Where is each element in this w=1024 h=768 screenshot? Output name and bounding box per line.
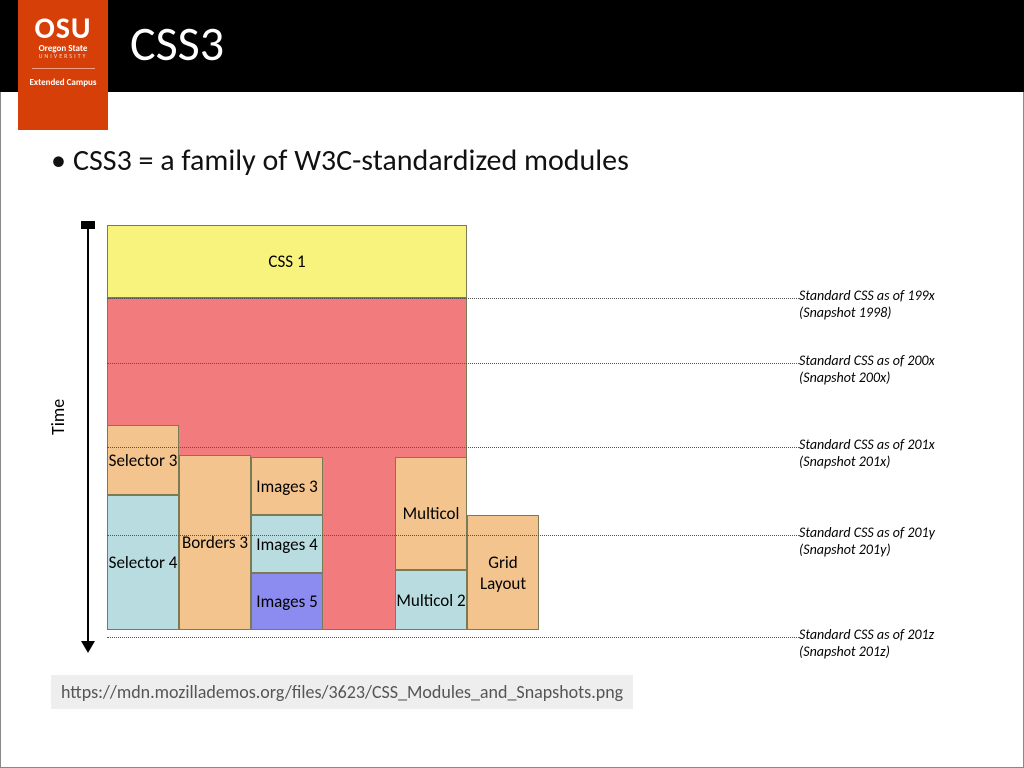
timeline-block: Selector 4 xyxy=(107,495,179,630)
snapshot-line xyxy=(107,363,799,364)
logo-divider xyxy=(32,68,95,69)
slide-header: OSU Oregon State UNIVERSITY Extended Cam… xyxy=(0,0,1024,92)
logo-subtext-2: UNIVERSITY xyxy=(39,52,88,60)
snapshot-line xyxy=(107,637,799,638)
timeline-block: Multicol xyxy=(395,457,467,570)
snapshot-label: Standard CSS as of 201y(Snapshot 201y) xyxy=(799,525,935,559)
slide-content: CSS3 = a family of W3C-standardized modu… xyxy=(0,92,1024,768)
bullet-point: CSS3 = a family of W3C-standardized modu… xyxy=(51,142,983,179)
timeline-block: Selector 3 xyxy=(107,425,179,495)
snapshot-label: Standard CSS as of 200x(Snapshot 200x) xyxy=(799,353,935,387)
timeline-block: Images 4 xyxy=(251,515,323,573)
slide-title: CSS3 xyxy=(130,14,224,73)
citation-url: https://mdn.mozillademos.org/files/3623/… xyxy=(51,675,633,709)
snapshot-line xyxy=(107,447,799,448)
logo-main-text: OSU xyxy=(34,10,91,47)
osu-logo: OSU Oregon State UNIVERSITY Extended Cam… xyxy=(18,0,108,130)
snapshot-label: Standard CSS as of 201x(Snapshot 201x) xyxy=(799,437,935,471)
time-axis-arrow xyxy=(87,223,89,643)
timeline-block: Images 5 xyxy=(251,573,323,630)
timeline-block: Images 3 xyxy=(251,457,323,515)
snapshot-line xyxy=(107,535,799,536)
snapshot-line xyxy=(107,298,799,299)
timeline-chart: CSS 2.1CSS 1Borders 3Selector 4Grid Layo… xyxy=(107,225,537,645)
time-axis-label: Time xyxy=(47,399,69,435)
snapshot-label: Standard CSS as of 199x(Snapshot 1998) xyxy=(799,288,935,322)
timeline-block: Borders 3 xyxy=(179,455,251,630)
timeline-block: CSS 1 xyxy=(107,225,467,298)
logo-extended-text: Extended Campus xyxy=(30,77,97,88)
snapshot-label: Standard CSS as of 201z(Snapshot 201z) xyxy=(799,627,934,661)
timeline-block: Multicol 2 xyxy=(395,570,467,630)
css-modules-diagram: Time CSS 2.1CSS 1Borders 3Selector 4Grid… xyxy=(51,205,966,665)
timeline-block: Grid Layout xyxy=(467,515,539,630)
